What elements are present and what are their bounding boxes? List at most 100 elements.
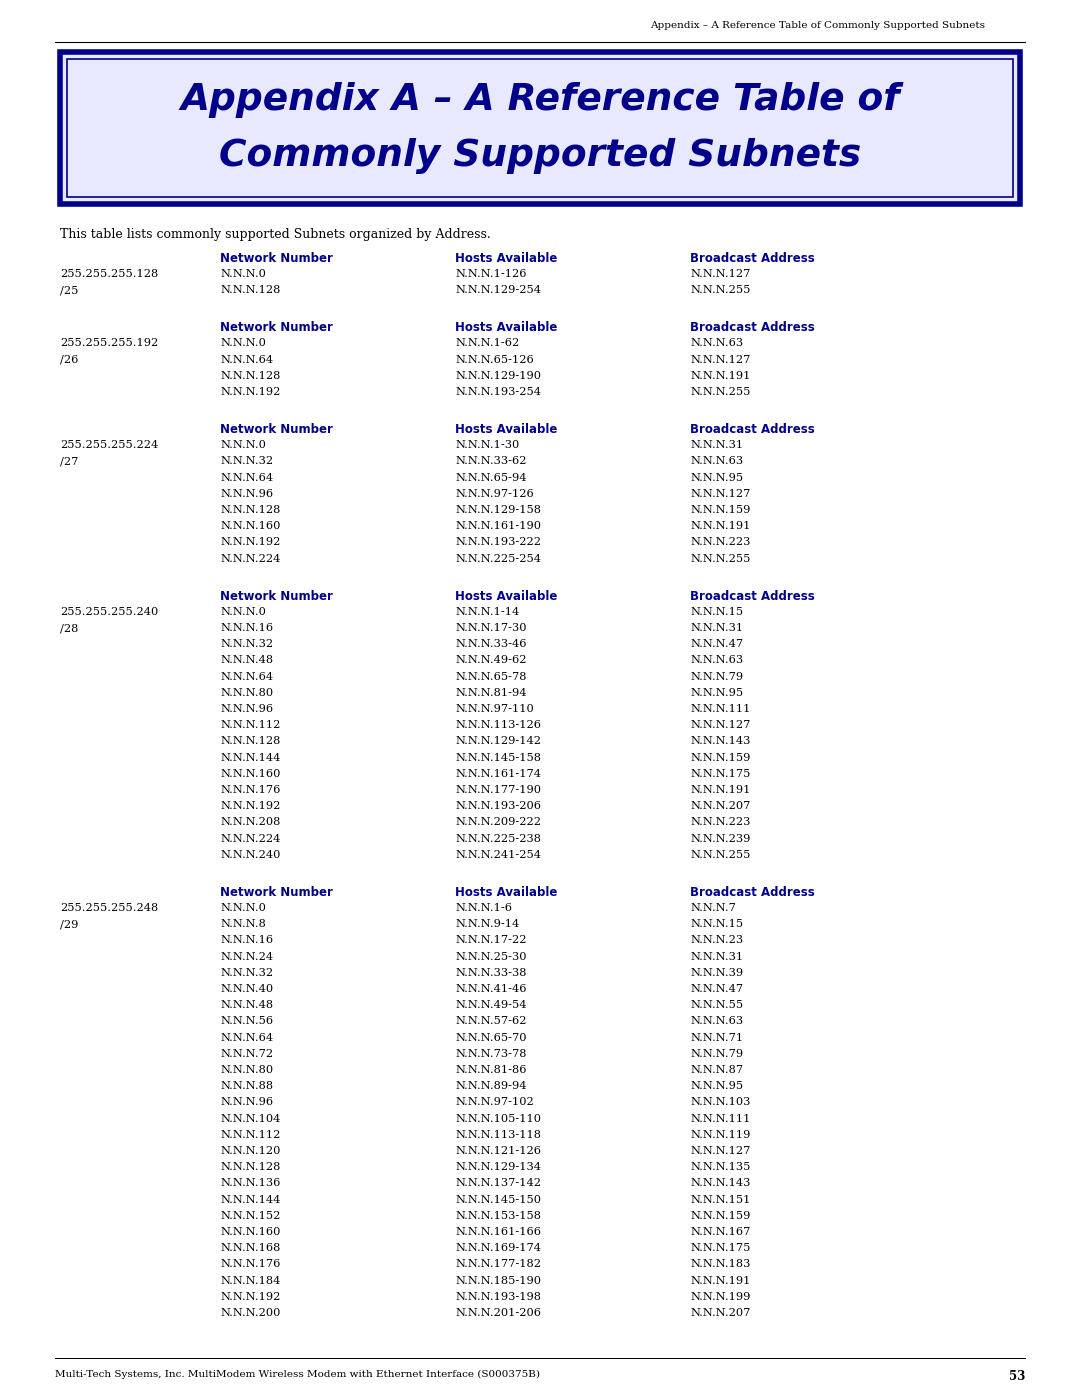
Text: N.N.N.176: N.N.N.176 [220, 785, 281, 795]
Text: N.N.N.224: N.N.N.224 [220, 553, 281, 563]
Text: N.N.N.63: N.N.N.63 [690, 338, 743, 348]
Text: N.N.N.95: N.N.N.95 [690, 1081, 743, 1091]
Text: N.N.N.255: N.N.N.255 [690, 553, 751, 563]
Text: N.N.N.64: N.N.N.64 [220, 355, 273, 365]
Text: N.N.N.169-174: N.N.N.169-174 [455, 1243, 541, 1253]
Text: Hosts Available: Hosts Available [455, 590, 557, 602]
Text: N.N.N.201-206: N.N.N.201-206 [455, 1308, 541, 1317]
Text: N.N.N.185-190: N.N.N.185-190 [455, 1275, 541, 1285]
Text: N.N.N.207: N.N.N.207 [690, 1308, 751, 1317]
Text: N.N.N.191: N.N.N.191 [690, 785, 751, 795]
Text: Network Number: Network Number [220, 321, 333, 334]
Text: /25: /25 [60, 285, 79, 295]
Text: N.N.N.49-62: N.N.N.49-62 [455, 655, 527, 665]
Text: N.N.N.193-198: N.N.N.193-198 [455, 1292, 541, 1302]
Text: N.N.N.129-134: N.N.N.129-134 [455, 1162, 541, 1172]
Text: Broadcast Address: Broadcast Address [690, 251, 814, 265]
Text: N.N.N.1-14: N.N.N.1-14 [455, 606, 519, 617]
Text: N.N.N.55: N.N.N.55 [690, 1000, 743, 1010]
Text: N.N.N.40: N.N.N.40 [220, 983, 273, 995]
Text: /29: /29 [60, 919, 79, 929]
Text: N.N.N.207: N.N.N.207 [690, 802, 751, 812]
Text: N.N.N.96: N.N.N.96 [220, 1098, 273, 1108]
FancyBboxPatch shape [60, 52, 1020, 204]
Text: N.N.N.192: N.N.N.192 [220, 1292, 281, 1302]
Text: N.N.N.7: N.N.N.7 [690, 902, 735, 914]
Text: N.N.N.129-254: N.N.N.129-254 [455, 285, 541, 295]
Text: N.N.N.208: N.N.N.208 [220, 817, 281, 827]
Text: N.N.N.105-110: N.N.N.105-110 [455, 1113, 541, 1123]
Text: N.N.N.255: N.N.N.255 [690, 285, 751, 295]
Text: N.N.N.47: N.N.N.47 [690, 983, 743, 995]
Text: N.N.N.89-94: N.N.N.89-94 [455, 1081, 527, 1091]
Text: N.N.N.223: N.N.N.223 [690, 817, 751, 827]
Text: N.N.N.177-182: N.N.N.177-182 [455, 1260, 541, 1270]
Text: N.N.N.72: N.N.N.72 [220, 1049, 273, 1059]
Text: N.N.N.177-190: N.N.N.177-190 [455, 785, 541, 795]
Text: N.N.N.129-142: N.N.N.129-142 [455, 736, 541, 746]
Text: N.N.N.25-30: N.N.N.25-30 [455, 951, 527, 961]
Text: 255.255.255.248: 255.255.255.248 [60, 902, 159, 914]
Text: N.N.N.64: N.N.N.64 [220, 672, 273, 682]
Text: N.N.N.97-110: N.N.N.97-110 [455, 704, 534, 714]
Text: Broadcast Address: Broadcast Address [690, 423, 814, 436]
Text: N.N.N.151: N.N.N.151 [690, 1194, 751, 1204]
Text: N.N.N.64: N.N.N.64 [220, 1032, 273, 1042]
Text: N.N.N.80: N.N.N.80 [220, 1065, 273, 1076]
Text: N.N.N.128: N.N.N.128 [220, 370, 281, 381]
Text: N.N.N.0: N.N.N.0 [220, 440, 266, 450]
Text: N.N.N.191: N.N.N.191 [690, 521, 751, 531]
Text: N.N.N.81-86: N.N.N.81-86 [455, 1065, 527, 1076]
Text: N.N.N.0: N.N.N.0 [220, 270, 266, 279]
Text: N.N.N.1-6: N.N.N.1-6 [455, 902, 512, 914]
Text: N.N.N.183: N.N.N.183 [690, 1260, 751, 1270]
Text: N.N.N.32: N.N.N.32 [220, 968, 273, 978]
Text: N.N.N.1-30: N.N.N.1-30 [455, 440, 519, 450]
Text: N.N.N.79: N.N.N.79 [690, 672, 743, 682]
Text: N.N.N.160: N.N.N.160 [220, 1227, 281, 1236]
Text: N.N.N.39: N.N.N.39 [690, 968, 743, 978]
Text: This table lists commonly supported Subnets organized by Address.: This table lists commonly supported Subn… [60, 228, 490, 242]
Text: N.N.N.224: N.N.N.224 [220, 834, 281, 844]
Text: N.N.N.120: N.N.N.120 [220, 1146, 281, 1155]
Text: /27: /27 [60, 457, 79, 467]
Text: N.N.N.160: N.N.N.160 [220, 521, 281, 531]
Text: N.N.N.49-54: N.N.N.49-54 [455, 1000, 527, 1010]
Text: N.N.N.175: N.N.N.175 [690, 1243, 751, 1253]
Text: 255.255.255.224: 255.255.255.224 [60, 440, 159, 450]
Text: N.N.N.143: N.N.N.143 [690, 736, 751, 746]
Text: N.N.N.129-158: N.N.N.129-158 [455, 504, 541, 515]
Text: N.N.N.127: N.N.N.127 [690, 489, 751, 499]
Text: N.N.N.33-46: N.N.N.33-46 [455, 640, 527, 650]
Text: N.N.N.103: N.N.N.103 [690, 1098, 751, 1108]
Text: N.N.N.145-158: N.N.N.145-158 [455, 753, 541, 763]
Text: N.N.N.143: N.N.N.143 [690, 1179, 751, 1189]
Text: Appendix A – A Reference Table of: Appendix A – A Reference Table of [180, 82, 900, 117]
Text: N.N.N.127: N.N.N.127 [690, 721, 751, 731]
Text: N.N.N.136: N.N.N.136 [220, 1179, 281, 1189]
Text: /28: /28 [60, 623, 79, 633]
Text: N.N.N.0: N.N.N.0 [220, 606, 266, 617]
Text: N.N.N.145-150: N.N.N.145-150 [455, 1194, 541, 1204]
Text: N.N.N.32: N.N.N.32 [220, 457, 273, 467]
Text: N.N.N.71: N.N.N.71 [690, 1032, 743, 1042]
Text: N.N.N.1-62: N.N.N.1-62 [455, 338, 519, 348]
Text: N.N.N.241-254: N.N.N.241-254 [455, 849, 541, 859]
Text: N.N.N.112: N.N.N.112 [220, 721, 281, 731]
Text: N.N.N.56: N.N.N.56 [220, 1017, 273, 1027]
Text: N.N.N.192: N.N.N.192 [220, 802, 281, 812]
Text: N.N.N.159: N.N.N.159 [690, 1211, 751, 1221]
Text: N.N.N.23: N.N.N.23 [690, 936, 743, 946]
Text: Hosts Available: Hosts Available [455, 251, 557, 265]
Text: N.N.N.9-14: N.N.N.9-14 [455, 919, 519, 929]
Text: N.N.N.153-158: N.N.N.153-158 [455, 1211, 541, 1221]
Text: N.N.N.159: N.N.N.159 [690, 753, 751, 763]
Text: N.N.N.47: N.N.N.47 [690, 640, 743, 650]
Text: N.N.N.144: N.N.N.144 [220, 1194, 281, 1204]
Text: Broadcast Address: Broadcast Address [690, 590, 814, 602]
Text: 53: 53 [1009, 1370, 1025, 1383]
Text: N.N.N.57-62: N.N.N.57-62 [455, 1017, 527, 1027]
Text: Hosts Available: Hosts Available [455, 886, 557, 900]
Text: N.N.N.159: N.N.N.159 [690, 504, 751, 515]
Text: N.N.N.113-126: N.N.N.113-126 [455, 721, 541, 731]
